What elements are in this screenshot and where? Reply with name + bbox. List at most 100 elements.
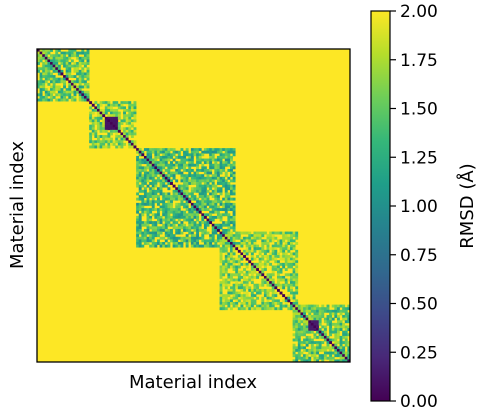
heatmap-cell bbox=[193, 179, 197, 183]
heatmap-cell bbox=[310, 315, 314, 318]
heatmap-cell bbox=[89, 137, 93, 141]
heatmap-cell bbox=[146, 242, 150, 245]
heatmap-cell bbox=[290, 304, 293, 308]
heatmap-cell bbox=[269, 231, 273, 235]
heatmap-cell bbox=[94, 122, 98, 125]
heatmap-cell bbox=[201, 168, 205, 172]
colorbar[interactable] bbox=[370, 10, 391, 402]
heatmap-cell bbox=[269, 288, 273, 292]
heatmap-cell bbox=[175, 236, 179, 240]
heatmap-cell bbox=[326, 322, 330, 326]
heatmap-cell bbox=[336, 348, 340, 352]
heatmap-cell bbox=[329, 330, 333, 334]
heatmap-cell bbox=[230, 299, 233, 303]
heatmap-cell bbox=[211, 163, 215, 167]
heatmap-cell bbox=[232, 215, 236, 219]
heatmap-cell bbox=[60, 72, 64, 76]
heatmap-cell bbox=[44, 93, 48, 97]
heatmap-cell bbox=[271, 247, 275, 251]
heatmap-cell bbox=[42, 62, 46, 65]
heatmap-cell bbox=[198, 221, 202, 225]
heatmap-cell bbox=[347, 325, 351, 329]
heatmap-cell bbox=[224, 210, 228, 214]
heatmap-cell bbox=[104, 103, 108, 107]
heatmap-cell bbox=[175, 226, 179, 230]
heatmap-cell bbox=[295, 231, 299, 235]
heatmap-cell bbox=[78, 85, 82, 89]
heatmap-cell bbox=[141, 153, 145, 157]
heatmap-cell bbox=[222, 202, 226, 206]
heatmap-cell bbox=[243, 294, 246, 298]
heatmap-cell bbox=[329, 359, 333, 363]
heatmap-cell bbox=[52, 67, 56, 71]
heatmap-cell bbox=[245, 294, 249, 298]
heatmap-cell bbox=[284, 304, 288, 308]
heatmap-cell bbox=[290, 281, 293, 285]
heatmap-cell bbox=[316, 320, 319, 324]
heatmap-cell bbox=[216, 226, 220, 230]
heatmap-cell bbox=[188, 231, 192, 235]
heatmap-cell bbox=[318, 309, 322, 313]
heatmap-cell bbox=[203, 158, 207, 162]
heatmap-cell bbox=[250, 242, 254, 245]
heatmap-cell bbox=[180, 226, 184, 230]
heatmap-cell bbox=[232, 148, 236, 152]
heatmap-cell bbox=[219, 275, 223, 279]
heatmap-cell bbox=[201, 189, 205, 193]
heatmap-cell bbox=[115, 132, 119, 136]
heatmap-cell bbox=[227, 265, 231, 269]
heatmap-cell bbox=[253, 302, 257, 305]
heatmap-cell bbox=[203, 239, 207, 243]
heatmap-cell bbox=[209, 148, 213, 152]
heatmap-cell bbox=[133, 116, 137, 120]
heatmap-cell bbox=[279, 278, 283, 282]
heatmap-cell bbox=[156, 213, 160, 217]
heatmap-cell bbox=[326, 343, 330, 347]
heatmap-cell bbox=[141, 231, 145, 235]
heatmap-cell bbox=[180, 236, 184, 240]
heatmap-cell bbox=[154, 153, 158, 157]
heatmap-cell bbox=[339, 328, 343, 331]
heatmap-cell bbox=[295, 234, 299, 238]
heatmap-cell bbox=[177, 189, 181, 193]
heatmap-cell bbox=[240, 244, 244, 248]
heatmap-cell bbox=[290, 296, 293, 300]
heatmap-cell bbox=[258, 236, 262, 240]
heatmap-cell bbox=[89, 119, 93, 123]
heatmap-cell bbox=[141, 184, 145, 188]
heatmap-cell bbox=[227, 273, 231, 277]
heatmap-cell bbox=[70, 59, 74, 63]
heatmap-cell bbox=[290, 288, 293, 292]
heatmap-cell bbox=[162, 163, 166, 167]
heatmap-cell bbox=[266, 294, 270, 298]
heatmap-cell bbox=[258, 283, 262, 287]
heatmap-cell bbox=[209, 163, 213, 167]
heatmap-cell bbox=[183, 168, 186, 172]
heatmap-cell bbox=[81, 77, 85, 81]
heatmap-cell bbox=[243, 239, 246, 243]
heatmap-cell bbox=[39, 75, 43, 78]
heatmap-cell bbox=[73, 51, 77, 55]
heatmap-cell bbox=[342, 335, 346, 339]
heatmap-cell bbox=[99, 111, 103, 115]
heatmap-cell bbox=[310, 346, 314, 350]
heatmap-cell bbox=[297, 315, 301, 318]
heatmap-cell bbox=[91, 124, 95, 128]
heatmap-cell bbox=[196, 176, 200, 180]
heatmap-cell bbox=[159, 174, 163, 178]
heatmap-cell bbox=[216, 244, 220, 248]
heatmap-cell bbox=[222, 228, 226, 232]
heatmap-cell bbox=[170, 200, 173, 204]
heatmap-cell bbox=[271, 234, 275, 238]
heatmap-cell bbox=[248, 307, 252, 311]
heatmap-cell bbox=[128, 122, 132, 125]
heatmap-cell bbox=[224, 192, 228, 196]
heatmap-cell bbox=[188, 223, 192, 227]
heatmap-cell bbox=[245, 296, 249, 300]
heatmap-cell bbox=[130, 103, 134, 107]
heatmap-cell bbox=[183, 182, 186, 185]
heatmap-cell bbox=[170, 166, 173, 170]
heatmap-cell bbox=[292, 244, 296, 248]
heatmap-cell bbox=[290, 252, 293, 256]
heatmap-cell bbox=[230, 307, 233, 311]
